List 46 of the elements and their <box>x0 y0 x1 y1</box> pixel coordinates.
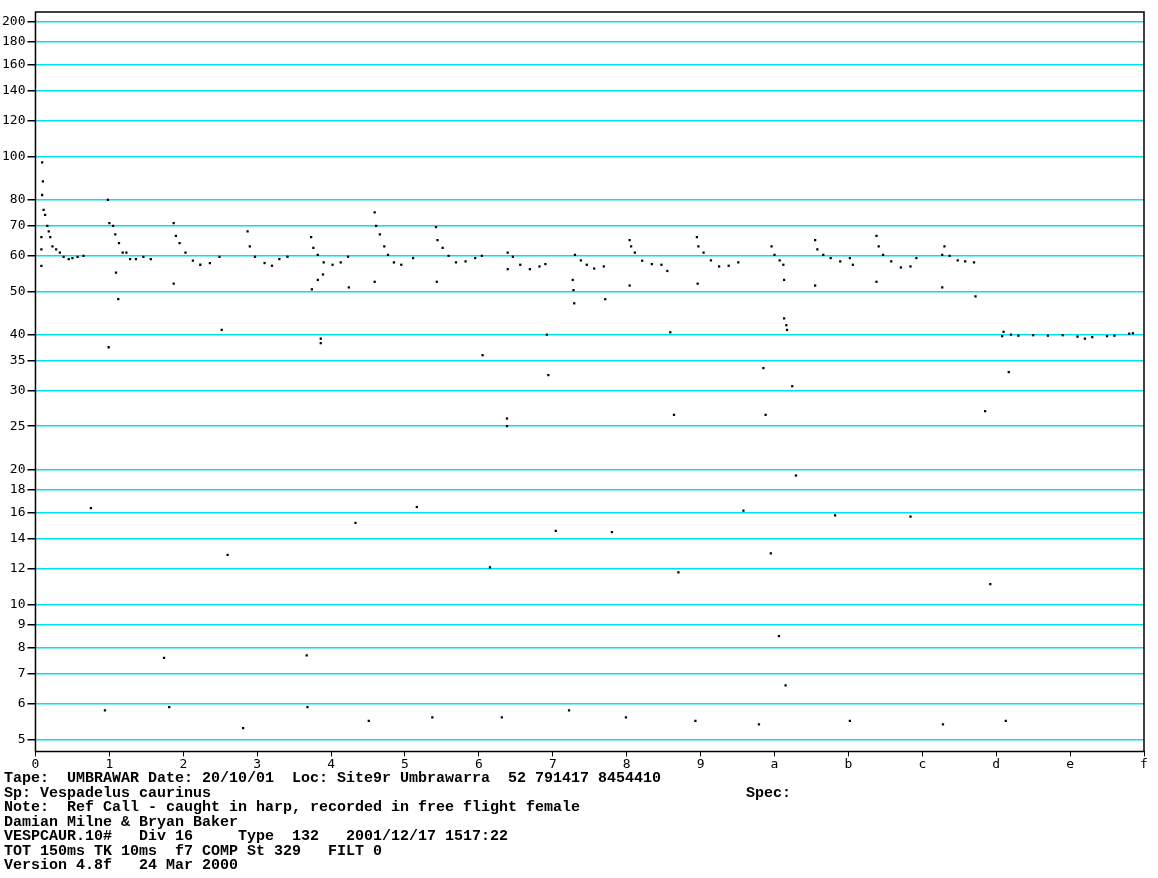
text: VESPCAUR.10# Div 16 Type 132 2001/12/17 1517:22 <box>4 828 509 845</box>
y-tick-label: 5 <box>17 730 26 746</box>
text: Note: Ref Call - caught in harp, recorded in free flight female <box>4 799 581 816</box>
text: Version 4.8f 24 Mar 2000 <box>4 857 239 874</box>
x-tick-label: e <box>1066 755 1075 771</box>
y-tick-label: 50 <box>9 282 26 298</box>
y-tick-label: 18 <box>9 481 26 497</box>
x-tick-label: 8 <box>622 755 631 771</box>
y-tick-label: 25 <box>9 417 26 433</box>
y-tick-label: 12 <box>9 560 26 576</box>
x-tick-label: f <box>1140 755 1148 771</box>
y-tick-label: 160 <box>2 56 26 72</box>
y-tick-label: 6 <box>17 695 26 711</box>
y-tick-label: 180 <box>2 33 26 49</box>
x-tick-label: 3 <box>253 755 262 771</box>
y-tick-label: 10 <box>9 595 26 611</box>
y-tick-label: 100 <box>2 147 26 163</box>
y-tick-label: 120 <box>2 112 26 128</box>
x-tick-label: a <box>770 755 779 771</box>
y-tick-label: 16 <box>9 504 26 520</box>
y-tick-label: 20 <box>9 460 26 476</box>
x-tick-label: c <box>918 755 927 771</box>
x-tick-label: 9 <box>696 755 705 771</box>
x-tick-label: 2 <box>179 755 188 771</box>
x-tick-label: 5 <box>401 755 409 771</box>
text: Tape: UMBRAWAR Date: 20/10/01 Loc: Site9r Umbrawarra 52 791417 8454410 <box>4 770 662 787</box>
y-tick-label: 9 <box>17 616 26 632</box>
y-tick-label: 8 <box>17 639 26 655</box>
y-tick-label: 14 <box>9 530 26 546</box>
y-tick-label: 30 <box>9 382 26 398</box>
y-tick-label: 40 <box>9 326 26 342</box>
x-tick-label: d <box>992 755 1001 771</box>
y-tick-label: 200 <box>2 12 26 28</box>
x-tick-label: 7 <box>548 755 557 771</box>
x-tick-label: 0 <box>31 755 40 771</box>
y-tick-label: 60 <box>9 247 26 263</box>
x-tick-label: 6 <box>474 755 483 771</box>
y-tick-label: 140 <box>2 82 26 98</box>
x-tick-label: 1 <box>105 755 114 771</box>
y-tick-label: 80 <box>9 191 26 207</box>
x-tick-label: 4 <box>327 755 336 771</box>
y-tick-label: 35 <box>9 352 26 368</box>
y-tick-label: 7 <box>17 665 26 681</box>
x-tick-label: b <box>844 755 853 771</box>
text: Spec: <box>746 784 792 802</box>
y-tick-label: 70 <box>9 217 26 233</box>
